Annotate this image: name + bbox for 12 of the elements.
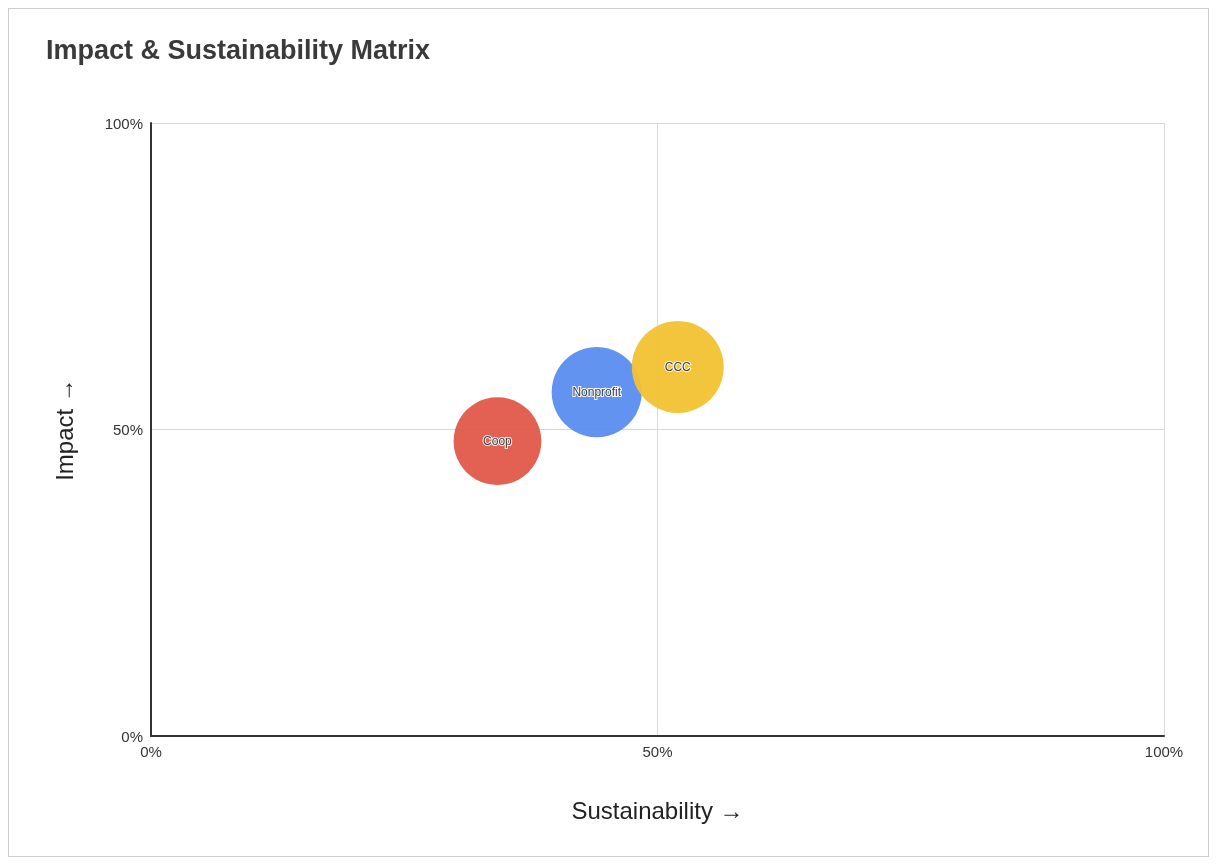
chart-title: Impact & Sustainability Matrix — [46, 34, 431, 65]
y-axis-title: Impact → — [50, 378, 78, 481]
x-tick-label: 100% — [1144, 743, 1184, 760]
series-label: Coop — [483, 434, 513, 449]
x-axis-title: Sustainability → — [571, 796, 744, 824]
x-tick-label: 0% — [140, 743, 162, 760]
x-tick-label: 50% — [642, 743, 673, 760]
y-tick-label: 50% — [112, 421, 143, 438]
series-label: Nonprofit — [572, 385, 622, 400]
y-tick-label: 0% — [121, 727, 143, 745]
series-label: CCC — [664, 359, 692, 374]
y-tick-label: 100% — [104, 114, 143, 132]
